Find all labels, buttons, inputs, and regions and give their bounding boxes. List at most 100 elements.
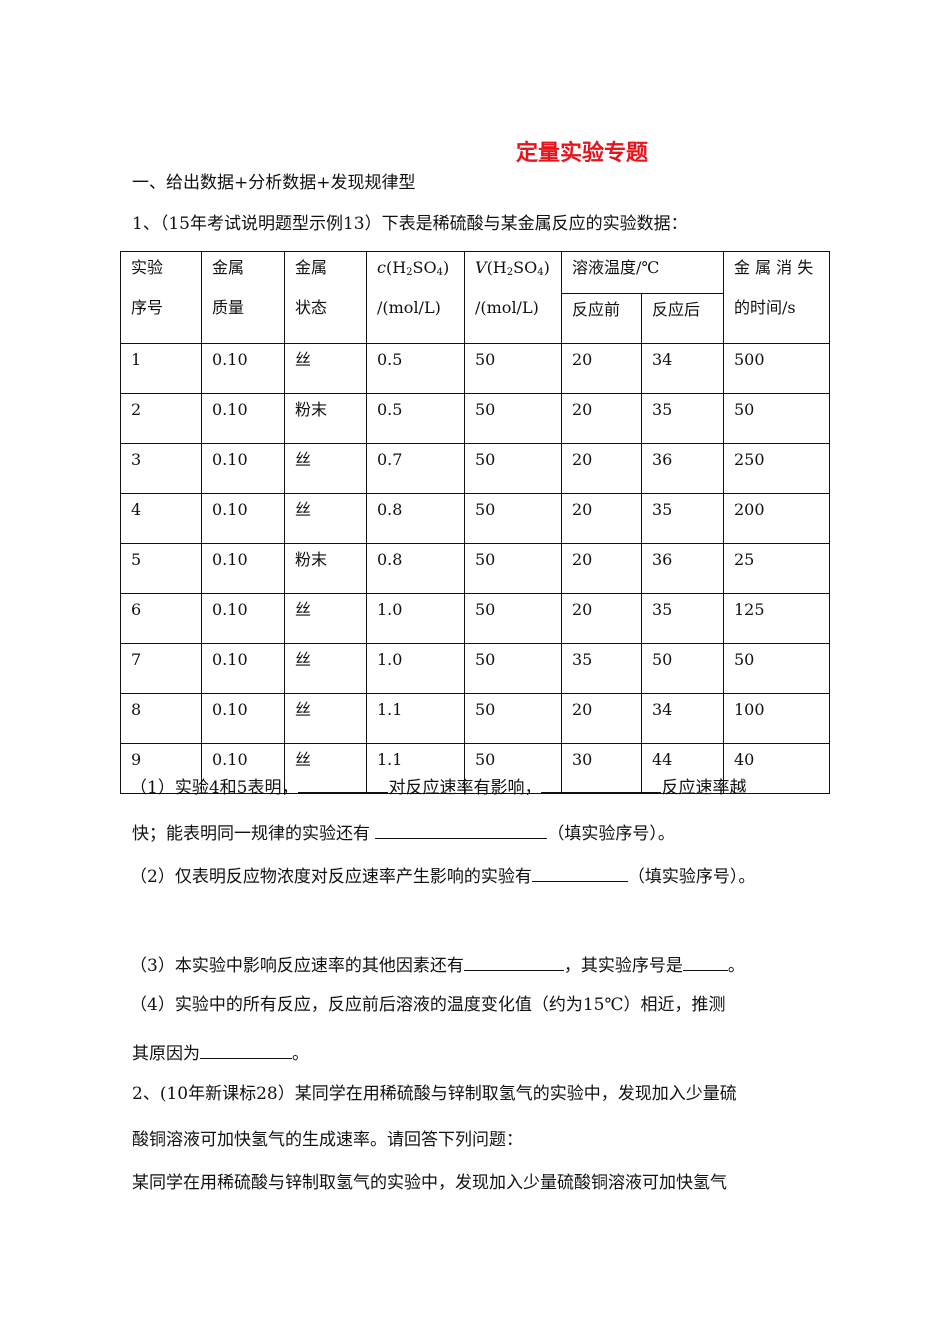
- table-cell: 25: [723, 543, 830, 594]
- table-cell: 0.10: [201, 543, 285, 594]
- table-cell: 0.10: [201, 693, 285, 744]
- header-concentration: c(H2SO4)/(mol/L): [366, 251, 465, 344]
- table-cell: 1.0: [366, 593, 465, 644]
- question-1-part-3: （3）本实验中影响反应速率的其他因素还有 ，其实验序号是。: [130, 954, 745, 976]
- table-cell: 40: [723, 743, 830, 794]
- answer-blank[interactable]: [531, 865, 628, 882]
- table-cell: 1: [120, 343, 202, 394]
- header-temperature: 溶液温度/℃: [561, 251, 724, 294]
- table-cell: 20: [561, 693, 642, 744]
- table-cell: 7: [120, 643, 202, 694]
- table-row: 9 0.10 丝 1.1 50 30 44 40: [120, 743, 830, 794]
- table-cell: 20: [561, 493, 642, 544]
- table-cell: 4: [120, 493, 202, 544]
- table-cell: 50: [464, 543, 562, 594]
- experiment-data-table: 实验 序号 金属 质量 金属 状态 c(H2SO4)/(mol/L) V(H2SO4)…: [120, 251, 830, 794]
- table-cell: 50: [723, 643, 830, 694]
- table-cell: 20: [561, 543, 642, 594]
- answer-blank[interactable]: [375, 822, 548, 839]
- question-2-intro-line-2: 酸铜溶液可加快氢气的生成速率。请回答下列问题：: [132, 1130, 523, 1150]
- table-row: 4 0.10 丝 0.8 50 20 35 200: [120, 493, 830, 544]
- table-cell: 34: [641, 693, 724, 744]
- question-1-part-4: （4）实验中的所有反应，反应前后溶液的温度变化值（约为15℃）相近，推测: [130, 995, 726, 1015]
- table-cell: 0.10: [201, 493, 285, 544]
- table-cell: 200: [723, 493, 830, 544]
- table-row: 8 0.10 丝 1.1 50 20 34 100: [120, 693, 830, 744]
- table-row: 5 0.10 粉末 0.8 50 20 36 25: [120, 543, 830, 594]
- table-cell: 35: [641, 593, 724, 644]
- table-cell: 50: [464, 443, 562, 494]
- table-row: 3 0.10 丝 0.7 50 20 36 250: [120, 443, 830, 494]
- table-cell: 丝: [284, 643, 367, 694]
- table-cell: 125: [723, 593, 830, 644]
- table-cell: 0.5: [366, 393, 465, 444]
- table-cell: 50: [464, 643, 562, 694]
- table-row: 2 0.10 粉末 0.5 50 20 35 50: [120, 393, 830, 444]
- question-1-part-1: （1）实验4和5表明， 对反应速率有影响， 反应速率越: [130, 776, 747, 798]
- table-cell: 100: [723, 693, 830, 744]
- table-cell: 20: [561, 343, 642, 394]
- table-cell: 0.10: [201, 343, 285, 394]
- table-cell: 丝: [284, 693, 367, 744]
- page-title: 定量实验专题: [516, 141, 649, 166]
- table-cell: 30: [561, 743, 642, 794]
- table-cell: 500: [723, 343, 830, 394]
- table-cell: 50: [723, 393, 830, 444]
- table-cell: 36: [641, 443, 724, 494]
- table-cell: 20: [561, 443, 642, 494]
- table-row: 1 0.10 丝 0.5 50 20 34 500: [120, 343, 830, 394]
- table-cell: 50: [464, 693, 562, 744]
- table-cell: 0.8: [366, 543, 465, 594]
- table-cell: 丝: [284, 343, 367, 394]
- answer-blank[interactable]: [463, 954, 564, 971]
- answer-blank[interactable]: [682, 954, 728, 971]
- question-1-intro: 1、（15年考试说明题型示例13）下表是稀硫酸与某金属反应的实验数据：: [132, 214, 688, 234]
- header-seq: 实验 序号: [120, 251, 202, 344]
- table-cell: 1.0: [366, 643, 465, 694]
- table-cell: 50: [464, 343, 562, 394]
- question-2-intro-line-3: 某同学在用稀硫酸与锌制取氢气的实验中，发现加入少量硫酸铜溶液可加快氢气: [132, 1173, 727, 1193]
- table-cell: 34: [641, 343, 724, 394]
- table-cell: 粉末: [284, 393, 367, 444]
- question-1-part-1-cont: 快；能表明同一规律的实验还有 （填实验序号）。: [132, 822, 675, 844]
- table-cell: 50: [464, 593, 562, 644]
- table-cell: 0.5: [366, 343, 465, 394]
- table-cell: 35: [561, 643, 642, 694]
- table-cell: 丝: [284, 443, 367, 494]
- table-cell: 8: [120, 693, 202, 744]
- table-cell: 3: [120, 443, 202, 494]
- table-cell: 20: [561, 593, 642, 644]
- answer-blank[interactable]: [298, 776, 389, 793]
- header-state: 金属 状态: [284, 251, 367, 344]
- answer-blank[interactable]: [200, 1042, 292, 1059]
- table-cell: 35: [641, 393, 724, 444]
- table-cell: 丝: [284, 493, 367, 544]
- table-cell: 44: [641, 743, 724, 794]
- header-time: 金 属 消 失的时间/s: [723, 251, 830, 344]
- table-cell: 36: [641, 543, 724, 594]
- table-cell: 丝: [284, 593, 367, 644]
- table-cell: 0.10: [201, 393, 285, 444]
- table-cell: 50: [464, 743, 562, 794]
- question-1-part-2: （2）仅表明反应物浓度对反应速率产生影响的实验有 （填实验序号）。: [130, 865, 756, 887]
- table-cell: 250: [723, 443, 830, 494]
- table-row: 7 0.10 丝 1.0 50 35 50 50: [120, 643, 830, 694]
- question-1-part-4-cont: 其原因为。: [132, 1042, 309, 1064]
- table-cell: 粉末: [284, 543, 367, 594]
- table-cell: 20: [561, 393, 642, 444]
- question-2-intro-line-1: 2、(10年新课标28）某同学在用稀硫酸与锌制取氢气的实验中，发现加入少量硫: [132, 1084, 737, 1104]
- section-heading: 一、给出数据+分析数据+发现规律型: [132, 173, 416, 193]
- table-cell: 1.1: [366, 743, 465, 794]
- table-cell: 0.8: [366, 493, 465, 544]
- table-cell: 50: [464, 493, 562, 544]
- header-temp-after: 反应后: [641, 293, 724, 344]
- table-cell: 35: [641, 493, 724, 544]
- answer-blank[interactable]: [541, 776, 662, 793]
- header-temp-before: 反应前: [561, 293, 642, 344]
- table-cell: 50: [641, 643, 724, 694]
- table-cell: 0.10: [201, 643, 285, 694]
- table-cell: 5: [120, 543, 202, 594]
- table-cell: 0.10: [201, 593, 285, 644]
- header-mass: 金属 质量: [201, 251, 285, 344]
- table-cell: 0.10: [201, 443, 285, 494]
